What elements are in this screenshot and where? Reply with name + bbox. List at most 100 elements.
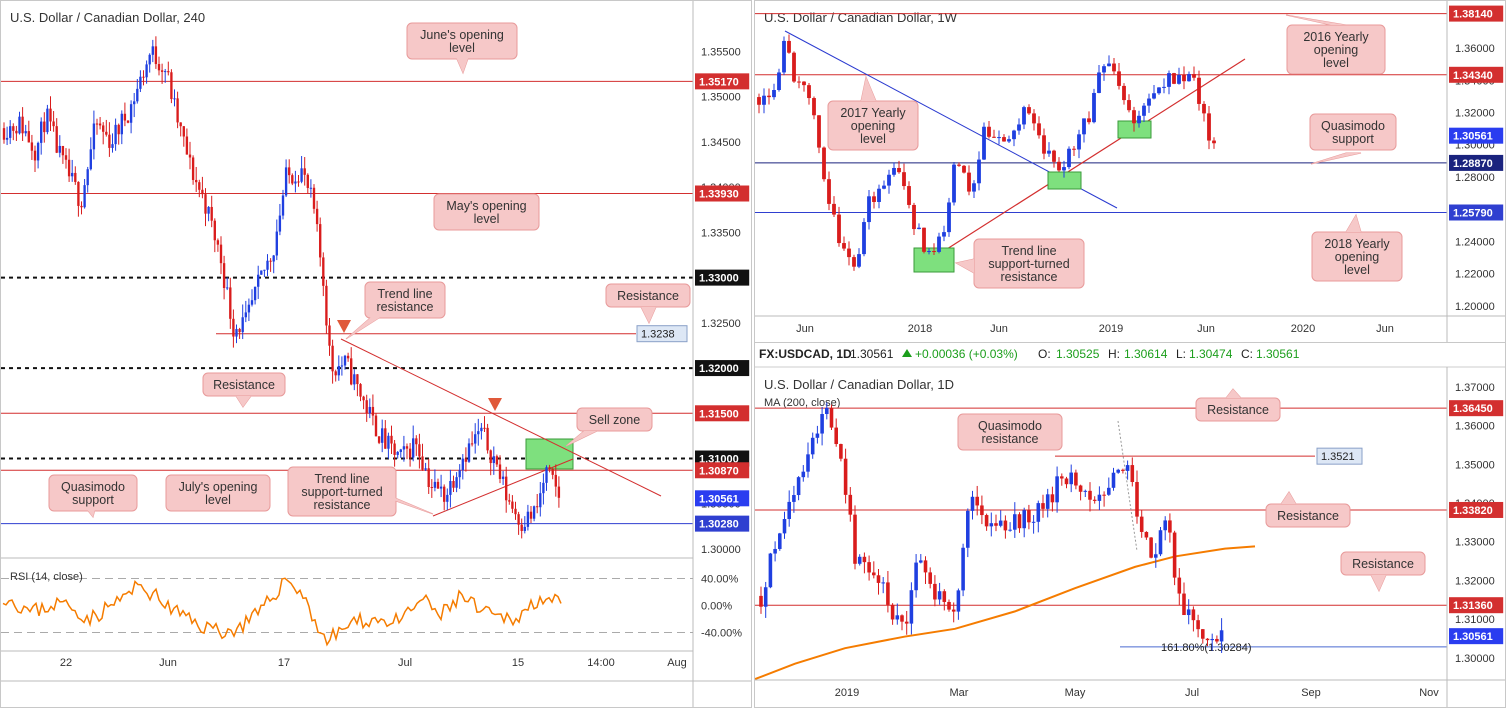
callout-resistance-upper-pointer-fill [641,307,656,323]
high-value: 1.30614 [1124,347,1168,361]
candle-daily-candle [763,587,768,607]
rsi-indicator-label: RSI (14, close) [10,571,83,583]
candle-4h-candle [167,71,170,73]
candle-weekly-candle [842,243,846,249]
candle-4h-candle [176,98,179,123]
candle-weekly-candle [807,85,811,99]
candle-4h-candle [46,108,49,133]
candle-4h-candle [368,406,371,414]
candle-4h-candle [108,134,111,148]
candle-4h-candle [74,172,77,182]
candle-4h-candle [399,449,402,452]
candle-4h-candle [557,486,561,498]
candle-4h-candle [216,240,220,245]
callout-trendline-support-pointer-fill [381,492,433,514]
candle-4h-candle [315,208,319,225]
candle-4h-candle [24,131,27,134]
candle-4h-candle [179,122,182,127]
candle-daily-candle [1172,532,1177,578]
candle-4h-candle [232,318,235,337]
chart-4h-canvas[interactable]: U.S. Dollar / Canadian Dollar, 240 1.3550… [1,1,751,707]
candle-daily-candle [1177,577,1182,594]
candle-daily-candle [1205,638,1210,641]
candle-4h-candle [253,286,257,301]
candle-weekly-candle [1002,137,1006,142]
candle-4h-candle [405,446,409,449]
candle-weekly-candle [822,147,826,180]
level-price-label-bg [695,269,750,286]
candle-daily-candle [1130,465,1135,482]
candle-4h-candle [545,467,548,483]
candle-4h-candle [424,468,427,470]
callout-resistance-lower-text: Resistance [213,378,275,392]
candle-4h-candle [483,427,486,429]
candle-4h-candle [182,126,185,137]
candle-4h-candle [508,500,511,502]
chart-weekly-canvas[interactable]: U.S. Dollar / Canadian Dollar, 1W 1.36000… [755,1,1505,343]
callout-resistance-lower-pointer-fill [236,396,251,407]
candle-4h-candle [12,126,15,131]
callout-quasimodo-resistance-pointer-fill [1041,434,1061,444]
candle-4h-candle [350,358,353,385]
last-price: 1.30561 [850,347,894,361]
candle-weekly-candle [1177,74,1181,84]
callout-trendline-resistance-pointer-fill [346,304,401,339]
callout-trendline-support-box [287,466,397,517]
y-tick-label: 1.36000 [1455,421,1495,433]
chart-panel-4h[interactable]: U.S. Dollar / Canadian Dollar, 240 1.3550… [0,0,752,708]
chart-daily-canvas[interactable]: FX:USDCAD, 1D1.30561 +0.00036 (+0.03%) O: 1… [755,343,1505,707]
candle-4h-candle [402,446,406,450]
candle-4h-candle [222,263,226,289]
symbol-label: FX:USDCAD, 1D [759,347,852,361]
callout-july-opening-text: level [205,493,231,507]
candle-weekly-candle [777,72,781,91]
candle-weekly-candle [1097,72,1101,93]
candle-4h-candle [346,355,350,359]
candle-daily-candle [1144,531,1149,538]
candle-weekly-candle [1162,86,1166,88]
rsi-y-tick-label: 0.00% [701,601,732,613]
candle-4h-candle [133,101,136,105]
candle-4h-candle [154,46,158,65]
candle-4h-candle [467,443,471,462]
candle-weekly-candle [1207,113,1211,141]
candle-4h-candle [64,155,68,160]
open-value: 1.30525 [1056,347,1100,361]
candle-daily-candle [895,615,900,620]
candle-4h-candle [151,46,154,55]
candle-weekly-candle [952,164,956,203]
candle-4h-candle [272,255,275,262]
level-price-label-bg [1449,597,1504,614]
candle-daily-candle [792,495,796,502]
candle-4h-candle [297,181,300,183]
chart-panel-daily[interactable]: FX:USDCAD, 1D 1.30561 +0.00036 (+0.03%) O: 1… [754,342,1506,708]
candle-weekly-candle [1182,74,1186,82]
candle-4h-candle [49,108,52,122]
callout-2018-yearly-text: level [1344,263,1370,277]
candle-weekly-candle [1192,74,1196,78]
x-tick-label: 15 [512,657,524,669]
candle-4h-candle [325,285,328,326]
current-price-label: 1.30561 [1453,131,1493,143]
candle-weekly-candle [972,183,976,192]
chart-panel-weekly[interactable]: U.S. Dollar / Canadian Dollar, 1W 1.36000… [754,0,1506,344]
candle-daily-candle [1111,472,1116,488]
candle-4h-candle [430,487,433,489]
candle-weekly-candle [832,203,836,215]
candle-4h-candle [421,456,424,470]
candle-4h-candle [319,224,322,258]
candle-4h-candle [387,435,390,449]
callout-resistance-low-pointer-fill [1371,575,1386,591]
candle-4h-candle [2,128,6,140]
candle-4h-candle [334,371,337,376]
candle-weekly-candle [1147,98,1151,106]
candle-daily-candle [773,548,777,554]
candle-daily-candle [857,556,862,564]
candle-4h-candle [418,444,421,457]
candle-weekly-candle [1172,73,1176,84]
current-price-label: 1.30561 [699,493,739,505]
candle-4h-candle [210,206,213,221]
y-tick-label: 1.37000 [1455,382,1495,394]
candle-4h-candle [102,125,105,132]
candle-daily-candle [900,615,904,622]
